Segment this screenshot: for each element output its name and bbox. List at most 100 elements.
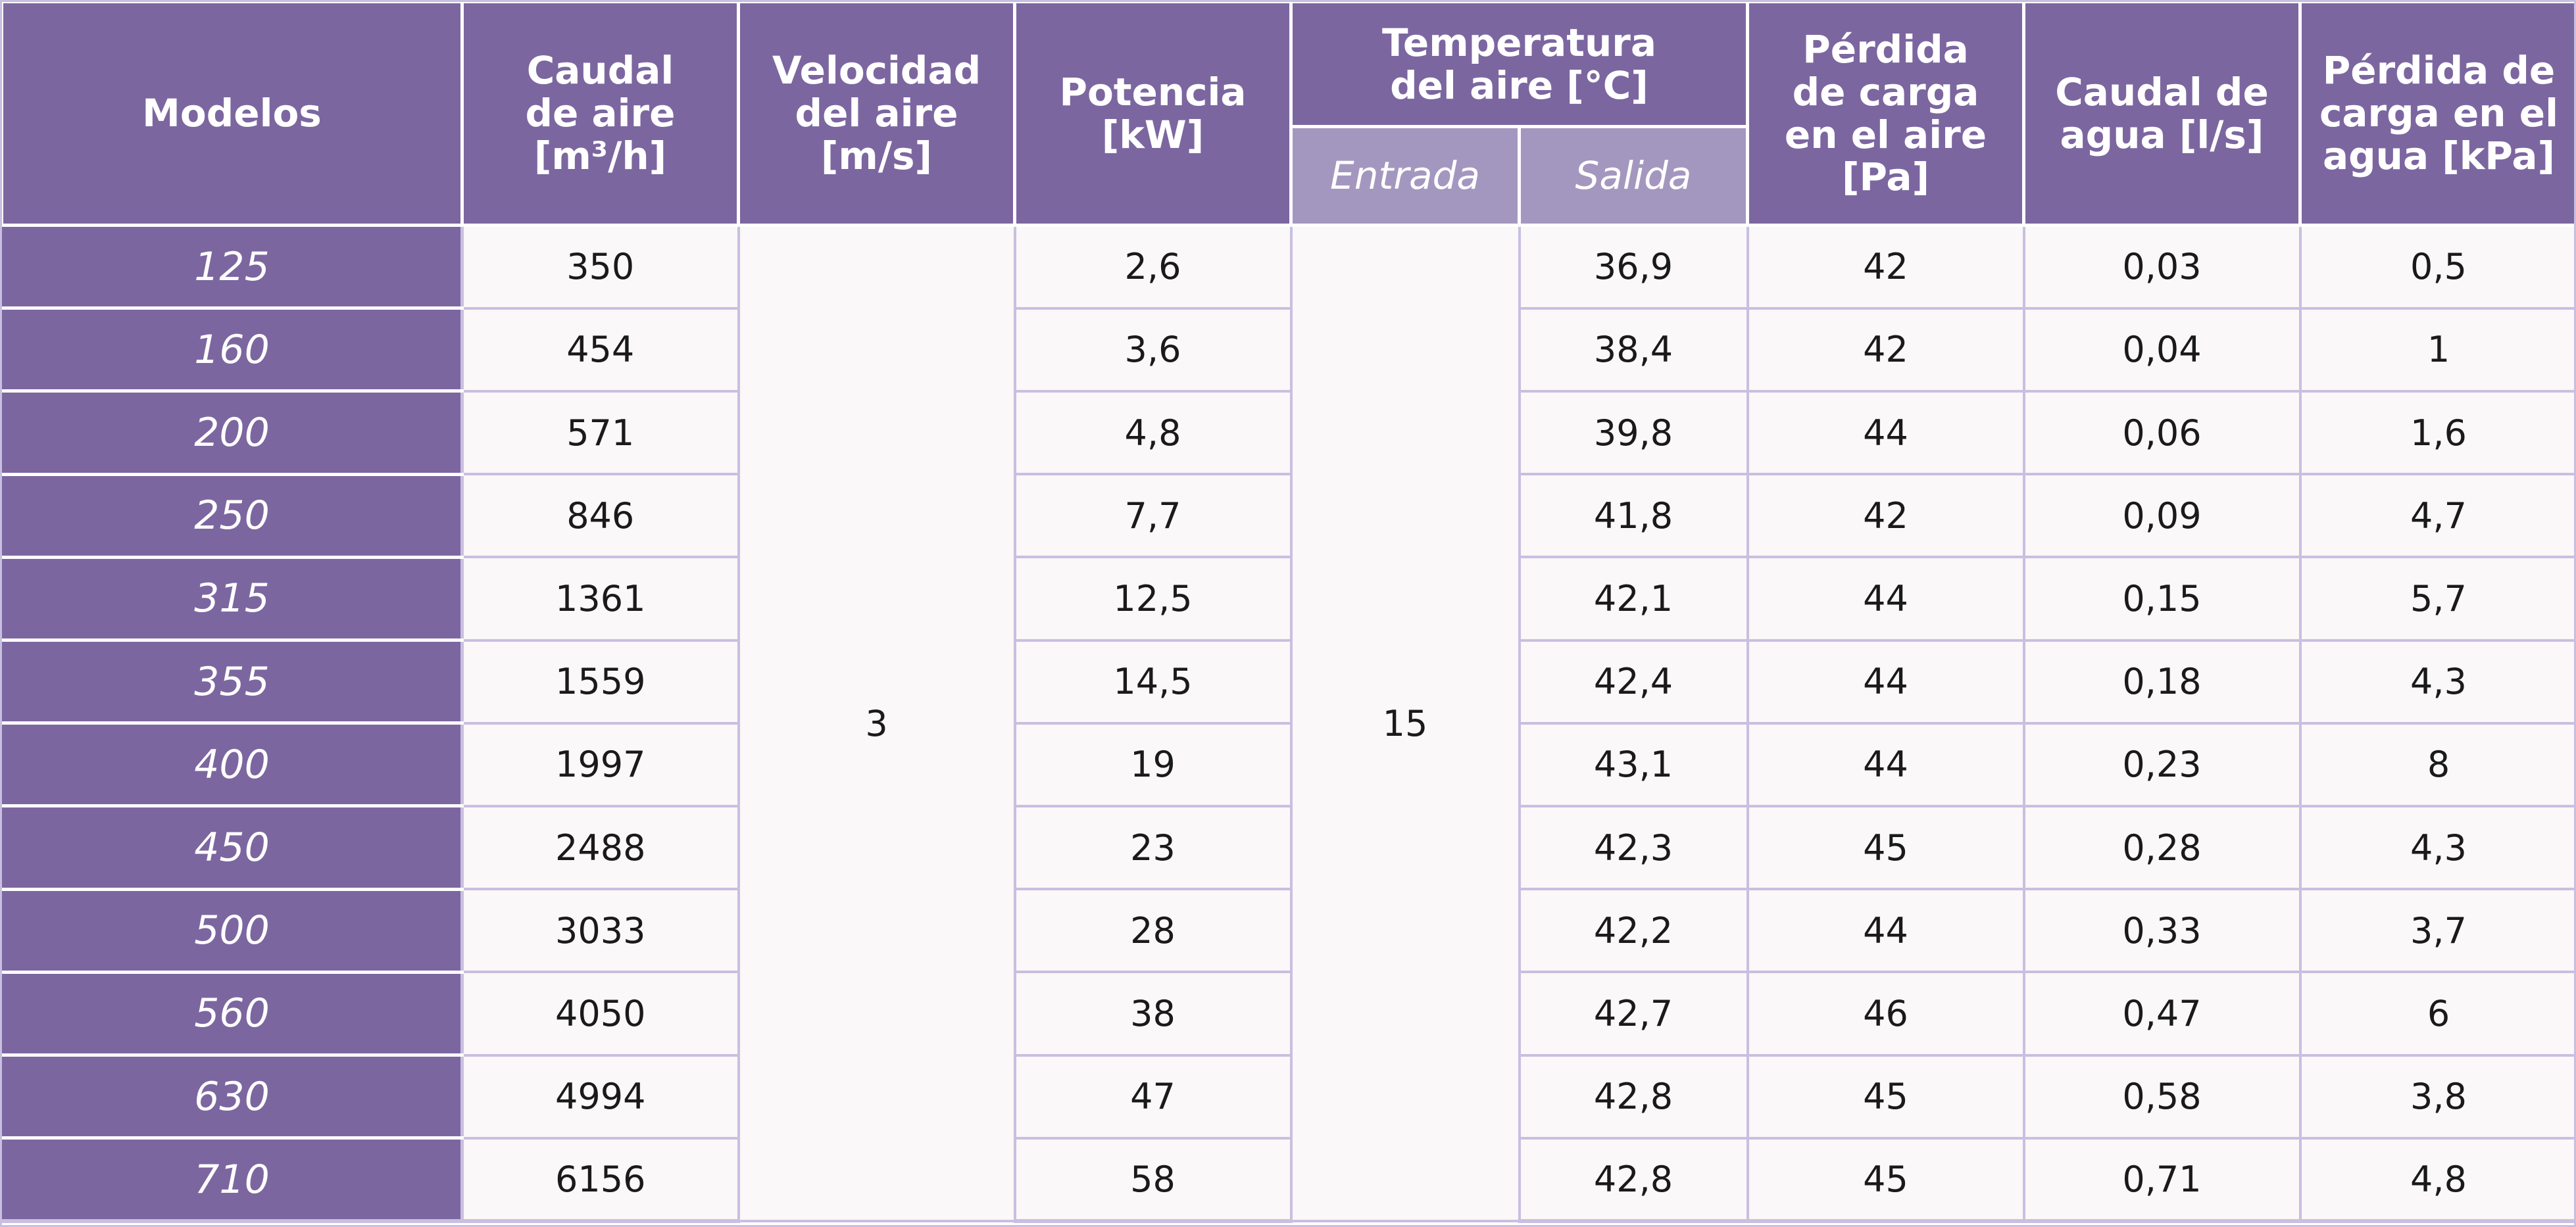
table-row: 630 4994 47 42,8 45 0,58 3,8 [0, 1053, 2576, 1140]
cell-caudal-agua: 0,04 [2022, 306, 2302, 393]
table-row: 125 350 3 2,6 15 36,9 42 0,03 0,5 [0, 223, 2576, 1222]
cell-perdida-aire: 44 [1746, 638, 2025, 725]
header-perdida-agua: Pérdida de carga en el agua [kPa] [2298, 0, 2576, 227]
cell-potencia: 47 [1013, 1053, 1293, 1140]
cell-potencia: 14,5 [1013, 638, 1293, 725]
table-row: 200 571 4,8 39,8 44 0,06 1,6 [0, 389, 2576, 476]
table-header: Modelos Caudal de aire [m³/h] Velocidad … [0, 0, 2576, 227]
table-row: 450 2488 23 42,3 45 0,28 4,3 [0, 804, 2576, 891]
cell-perdida-aire: 46 [1746, 971, 2025, 1057]
cell-temperatura-salida: 43,1 [1518, 721, 1749, 807]
cell-caudal-agua: 0,15 [2022, 556, 2302, 642]
header-salida: Salida [1518, 125, 1749, 227]
cell-caudal-aire: 1997 [460, 721, 740, 807]
header-modelos: Modelos [0, 0, 464, 227]
cell-modelo: 355 [0, 638, 464, 725]
cell-potencia: 38 [1013, 971, 1293, 1057]
cell-perdida-aire: 44 [1746, 888, 2025, 974]
cell-potencia: 12,5 [1013, 556, 1293, 642]
cell-perdida-aire: 42 [1746, 306, 2025, 393]
cell-perdida-agua: 0,5 [2298, 224, 2576, 310]
cell-perdida-agua: 3,8 [2298, 1053, 2576, 1140]
cell-potencia: 19 [1013, 721, 1293, 807]
cell-potencia: 23 [1013, 804, 1293, 891]
cell-modelo: 450 [0, 804, 464, 891]
header-perdida-aire: Pérdida de carga en el aire [Pa] [1746, 0, 2025, 227]
table-body: 125 350 3 2,6 15 36,9 42 0,03 0,5 160 454 3,6 38,4 42… [0, 223, 2576, 1224]
cell-potencia: 4,8 [1013, 389, 1293, 476]
table-row: 355 1559 14,5 42,4 44 0,18 4,3 [0, 638, 2576, 725]
cell-caudal-agua: 0,71 [2022, 1136, 2302, 1224]
cell-caudal-agua: 0,33 [2022, 888, 2302, 974]
cell-caudal-aire: 4994 [460, 1053, 740, 1140]
cell-perdida-agua: 4,3 [2298, 638, 2576, 725]
cell-potencia: 3,6 [1013, 306, 1293, 393]
header-caudal-aire: Caudal de aire [m³/h] [460, 0, 740, 227]
cell-modelo: 560 [0, 970, 464, 1057]
header-caudal-agua: Caudal de agua [l/s] [2022, 0, 2302, 227]
header-temperatura: Temperatura del aire [°C] [1289, 0, 1749, 128]
table-row: 315 1361 12,5 42,1 44 0,15 5,7 [0, 555, 2576, 642]
cell-perdida-aire: 44 [1746, 389, 2025, 476]
cell-perdida-aire: 42 [1746, 473, 2025, 559]
cell-velocidad-aire: 3 [737, 224, 1016, 1222]
cell-temperatura-salida: 42,8 [1518, 1136, 1749, 1224]
cell-modelo: 250 [0, 472, 464, 559]
cell-caudal-agua: 0,06 [2022, 389, 2302, 476]
table-row: 160 454 3,6 38,4 42 0,04 1 [0, 306, 2576, 393]
cell-caudal-aire: 571 [460, 389, 740, 476]
cell-modelo: 500 [0, 887, 464, 974]
cell-modelo: 630 [0, 1053, 464, 1140]
cell-perdida-agua: 4,3 [2298, 804, 2576, 891]
header-velocidad-aire: Velocidad del aire [m/s] [737, 0, 1016, 227]
cell-caudal-agua: 0,03 [2022, 224, 2302, 310]
cell-modelo: 315 [0, 555, 464, 642]
cell-modelo: 400 [0, 721, 464, 808]
table-row: 400 1997 19 43,1 44 0,23 8 [0, 721, 2576, 808]
cell-perdida-agua: 4,7 [2298, 473, 2576, 559]
cell-perdida-aire: 45 [1746, 1053, 2025, 1140]
header-potencia: Potencia [kW] [1013, 0, 1293, 227]
cell-potencia: 28 [1013, 888, 1293, 974]
cell-modelo: 125 [0, 223, 464, 310]
cell-temperatura-salida: 39,8 [1518, 389, 1749, 476]
cell-perdida-agua: 3,7 [2298, 888, 2576, 974]
cell-perdida-aire: 44 [1746, 556, 2025, 642]
cell-caudal-agua: 0,58 [2022, 1053, 2302, 1140]
table-row: 710 6156 58 42,8 45 0,71 4,8 [0, 1136, 2576, 1224]
cell-temperatura-salida: 36,9 [1518, 224, 1749, 310]
cell-temperatura-salida: 42,1 [1518, 556, 1749, 642]
table-row: 500 3033 28 42,2 44 0,33 3,7 [0, 887, 2576, 974]
cell-caudal-aire: 6156 [460, 1136, 740, 1224]
cell-temperatura-entrada: 15 [1289, 224, 1521, 1222]
cell-caudal-aire: 846 [460, 473, 740, 559]
cell-caudal-aire: 1361 [460, 556, 740, 642]
cell-caudal-aire: 4050 [460, 971, 740, 1057]
cell-perdida-agua: 5,7 [2298, 556, 2576, 642]
cell-caudal-agua: 0,09 [2022, 473, 2302, 559]
table-row: 560 4050 38 42,7 46 0,47 6 [0, 970, 2576, 1057]
cell-caudal-agua: 0,47 [2022, 971, 2302, 1057]
cell-caudal-aire: 350 [460, 224, 740, 310]
cell-perdida-agua: 8 [2298, 721, 2576, 807]
cell-modelo: 710 [0, 1136, 464, 1224]
cell-temperatura-salida: 38,4 [1518, 306, 1749, 393]
cell-potencia: 58 [1013, 1136, 1293, 1224]
cell-caudal-aire: 454 [460, 306, 740, 393]
cell-caudal-aire: 2488 [460, 804, 740, 891]
header-entrada: Entrada [1289, 125, 1521, 227]
cell-temperatura-salida: 42,4 [1518, 638, 1749, 725]
cell-caudal-agua: 0,18 [2022, 638, 2302, 725]
cell-perdida-agua: 4,8 [2298, 1136, 2576, 1224]
cell-temperatura-salida: 42,2 [1518, 888, 1749, 974]
cell-temperatura-salida: 42,3 [1518, 804, 1749, 891]
cell-potencia: 2,6 [1013, 224, 1293, 310]
cell-perdida-aire: 42 [1746, 224, 2025, 310]
cell-perdida-agua: 1 [2298, 306, 2576, 393]
cell-caudal-agua: 0,28 [2022, 804, 2302, 891]
cell-potencia: 7,7 [1013, 473, 1293, 559]
cell-temperatura-salida: 41,8 [1518, 473, 1749, 559]
table-row: 250 846 7,7 41,8 42 0,09 4,7 [0, 472, 2576, 559]
cell-perdida-aire: 45 [1746, 1136, 2025, 1224]
